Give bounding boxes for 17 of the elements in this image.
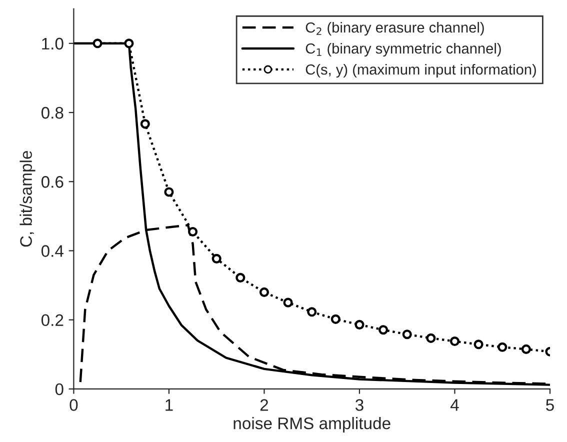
y-tick-label: 0.6 [41, 176, 64, 188]
x-axis-title: noise RMS amplitude [234, 416, 390, 433]
x-tick-label: 1 [166, 399, 173, 411]
y-axis-title: C, bit/sample [20, 151, 36, 247]
y-tick-label: 0.4 [41, 245, 64, 257]
x-tick-label: 4 [450, 399, 459, 411]
legend-label: C$_{2}$ (binary erasure channel) [306, 22, 484, 36]
legend-label: C$_{1}$ (binary symmetric channel) [306, 42, 501, 57]
x-tick-label: 5 [546, 399, 554, 411]
y-tick-label: 0 [55, 383, 64, 396]
y-tick-label: 1.0 [42, 38, 64, 50]
x-tick-label: 2 [260, 399, 268, 411]
legend-label: C(s, y) (maximum input information) [306, 64, 536, 78]
x-tick-label: 3 [355, 399, 364, 411]
y-tick-label: 0.8 [41, 106, 64, 119]
x-tick-label: 0 [70, 399, 78, 411]
y-tick-label: 0.2 [41, 314, 64, 326]
